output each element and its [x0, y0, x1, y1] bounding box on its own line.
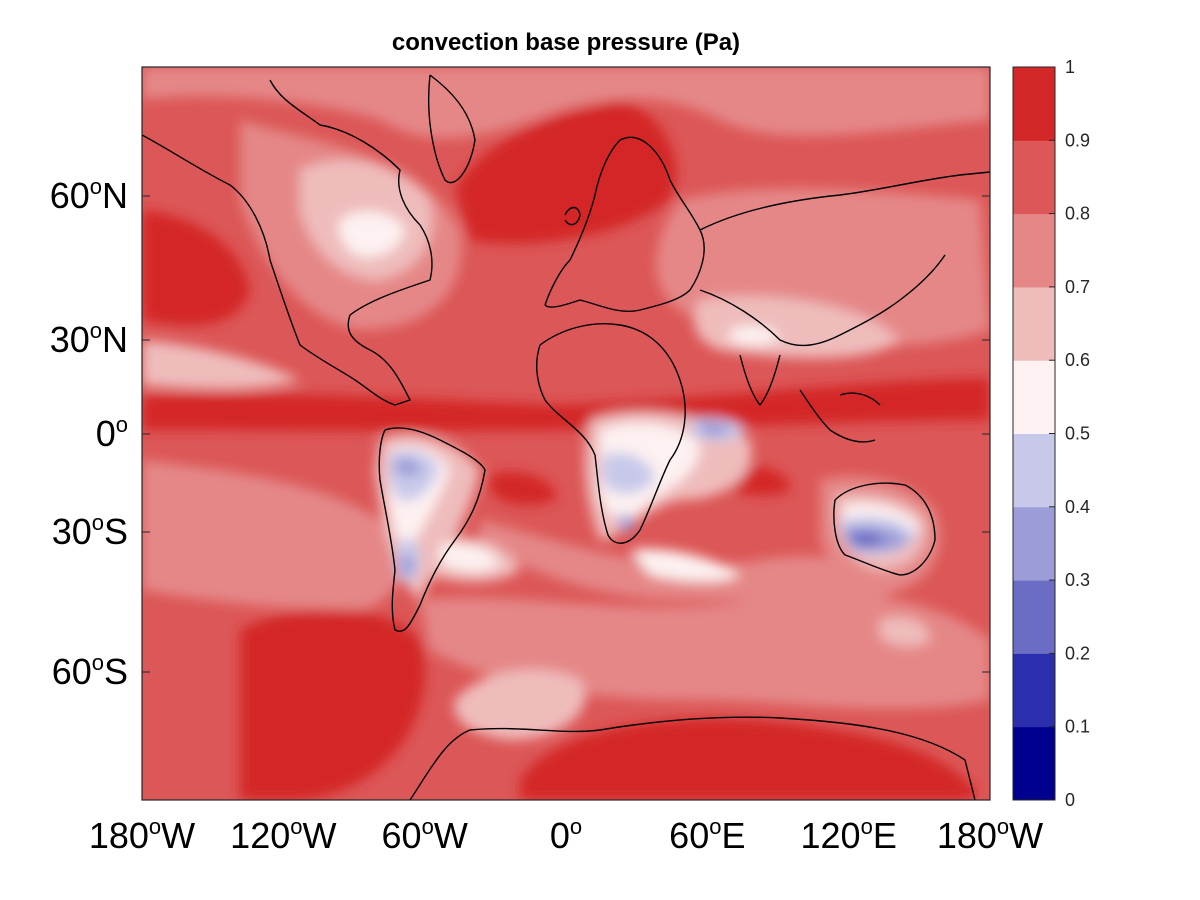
light-blue-africa: [601, 452, 655, 494]
coast-africa: [536, 323, 686, 544]
colorbar-swatch: [1013, 580, 1055, 654]
colorbar-tick-label: 0.4: [1065, 497, 1090, 517]
colorbar-tick-label: 0.5: [1065, 424, 1090, 444]
colorbar-swatch: [1013, 286, 1055, 361]
coast-asia: [699, 171, 990, 347]
coast-south-america: [378, 427, 486, 632]
y-axis-ticks: 60oN 30oN 0o 30oS 60oS: [50, 174, 990, 692]
x-tick-label: 60oW: [382, 814, 468, 856]
white-sw-atlantic: [440, 543, 500, 572]
contour-field: [142, 67, 990, 800]
colorbar-swatch: [1013, 140, 1055, 215]
x-tick-label: 120oE: [800, 814, 896, 856]
deep-red-antarctica: [520, 718, 975, 800]
y-tick-label: 0o: [96, 412, 128, 454]
y-tick-label: 30oS: [52, 510, 128, 552]
coast-greenland: [427, 74, 476, 184]
blue-south-africa: [618, 514, 635, 531]
light-red-mountain: [880, 617, 930, 647]
colorbar-tick-label: 0.6: [1065, 350, 1090, 370]
colorbar-tick-label: 1: [1065, 57, 1075, 77]
light-red-southern-ocean: [454, 669, 586, 740]
deep-red-equatorial-band: [142, 378, 990, 431]
coast-india: [739, 354, 781, 406]
coast-se-asia: [799, 389, 881, 443]
colorbar-swatch: [1013, 67, 1055, 141]
coast-europe: [544, 136, 705, 312]
colorbar-swatch: [1013, 653, 1055, 728]
mid-red-south-pacific: [142, 460, 402, 610]
colorbar-tick-label: 0.1: [1065, 717, 1090, 737]
coastlines: [142, 74, 990, 800]
y-tick-label: 60oN: [50, 174, 128, 216]
colorbar: 0 0.1 0.2 0.3 0.4 0.5 0.6 0.7 0.8 0.9 1: [1012, 57, 1090, 810]
y-tick-label: 60oS: [52, 650, 128, 692]
colorbar-tick-label: 0.7: [1065, 277, 1090, 297]
white-south-africa-band: [630, 549, 740, 582]
x-tick-label: 60oE: [669, 814, 745, 856]
colorbar-swatch: [1013, 433, 1055, 508]
white-tibet-edge: [730, 325, 780, 345]
colorbar-tick-label: 0.9: [1065, 130, 1090, 150]
deep-red-southern-ocean-west: [240, 608, 425, 800]
deep-red-north-pacific: [142, 210, 250, 326]
colorbar-tick-label: 0: [1065, 790, 1075, 810]
coast-north-america: [142, 79, 433, 406]
colorbar-tick-label: 0.2: [1065, 643, 1090, 663]
dark-blue-australia: [850, 531, 885, 547]
deep-red-scandinavia: [600, 110, 670, 182]
x-tick-label: 180oW: [937, 814, 1043, 856]
x-axis-ticks: 180oW 120oW 60oW 0o 60oE 120oE 180oW: [89, 814, 1043, 856]
colorbar-tick-label: 0.8: [1065, 204, 1090, 224]
blue-andes: [400, 554, 415, 576]
coast-antarctica: [409, 716, 976, 800]
x-tick-label: 0o: [550, 814, 582, 856]
mid-red-south-africa-band: [480, 520, 900, 603]
blue-south-america: [395, 458, 422, 476]
colorbar-swatch: [1013, 506, 1055, 581]
y-tick-label: 30oN: [50, 318, 128, 360]
white-canada: [338, 211, 405, 258]
colorbar-tick-label: 0.3: [1065, 570, 1090, 590]
mid-red-arctic: [142, 67, 990, 139]
colorbar-swatch: [1013, 360, 1055, 434]
x-tick-label: 180oW: [89, 814, 195, 856]
colorbar-swatch: [1013, 726, 1055, 801]
colorbar-swatch: [1013, 213, 1055, 288]
deep-red-south-atlantic: [490, 471, 556, 506]
blue-east-africa: [700, 422, 730, 437]
light-red-east-pacific: [142, 340, 300, 389]
coast-uk: [564, 206, 581, 226]
coast-australia: [833, 482, 936, 576]
map-title: convection base pressure (Pa): [392, 29, 740, 56]
x-tick-label: 120oW: [230, 814, 336, 856]
